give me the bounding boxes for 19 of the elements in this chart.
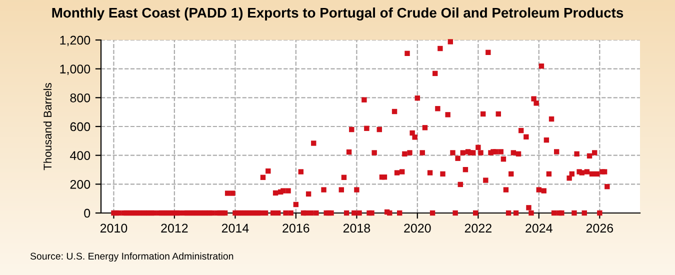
x-tick-label: 2018 bbox=[343, 224, 370, 233]
x-tick-label: 2014 bbox=[222, 224, 249, 233]
x-tick-label: 2022 bbox=[464, 224, 492, 233]
x-tick-label: 2020 bbox=[404, 224, 431, 233]
x-tick-label: 2012 bbox=[161, 224, 188, 233]
y-tick-label: 800 bbox=[70, 93, 90, 102]
x-tick-label: 2026 bbox=[586, 224, 614, 233]
x-tick-label: 2016 bbox=[282, 224, 310, 233]
x-tick-label: 2010 bbox=[100, 224, 128, 233]
y-tick-label: 400 bbox=[70, 151, 90, 160]
y-tick-label: 0 bbox=[84, 208, 90, 218]
y-tick-label: 200 bbox=[70, 180, 90, 189]
y-tick-label: 1,200 bbox=[60, 36, 90, 46]
x-tick-label: 2024 bbox=[526, 224, 552, 233]
y-axis-title: Thousand Barrels bbox=[43, 83, 52, 170]
y-tick-label: 1,000 bbox=[60, 64, 90, 75]
source-note: Source: U.S. Energy Information Administration bbox=[30, 252, 234, 262]
y-tick-label: 600 bbox=[70, 122, 90, 132]
chart-title: Monthly East Coast (PADD 1) Exports to Portugal of Crude Oil and Petroleum Products bbox=[52, 7, 624, 21]
